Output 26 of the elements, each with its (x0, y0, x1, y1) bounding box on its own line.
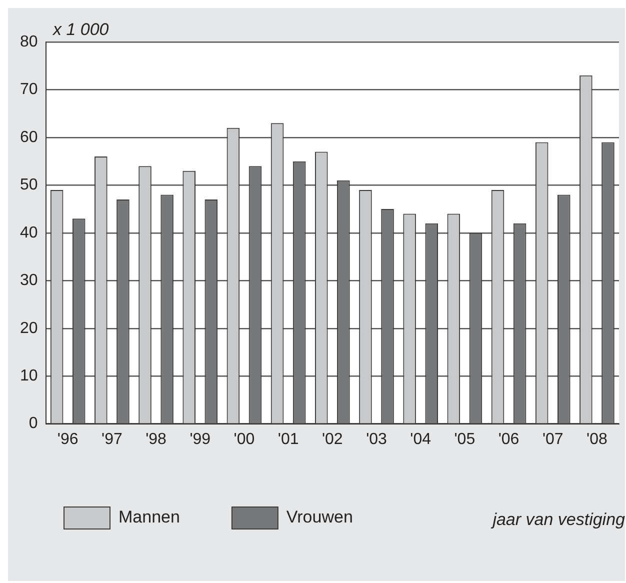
x-tick-label: '99 (190, 430, 211, 448)
y-tick-label: 10 (20, 367, 38, 384)
x-tick-label: '02 (322, 430, 343, 448)
y-tick-label: 80 (20, 33, 38, 50)
legend-label: Mannen (118, 508, 180, 527)
x-tick-label: '96 (57, 430, 78, 448)
x-tick-label: '07 (542, 430, 564, 448)
x-tick-label: '98 (146, 430, 167, 448)
x-tick-label: '06 (498, 430, 520, 448)
x-tick-label: '01 (278, 430, 299, 448)
x-tick-label: '03 (366, 430, 388, 448)
x-tick-label: '05 (454, 430, 476, 448)
y-tick-label: 20 (20, 320, 38, 337)
y-tick-label: 30 (20, 272, 38, 290)
legend-label: Vrouwen (286, 508, 353, 527)
x-tick-label: '08 (586, 430, 608, 448)
y-tick-label: 50 (20, 176, 38, 194)
x-tick-label: '00 (234, 430, 255, 448)
x-tick-label: '97 (102, 430, 122, 448)
y-tick-label: 0 (28, 415, 38, 432)
x-axis-title: jaar van vestiging (492, 510, 625, 530)
y-tick-label: 70 (20, 81, 38, 98)
y-tick-label: 40 (20, 224, 38, 242)
y-tick-label: 60 (20, 128, 38, 146)
y-axis-title: x 1 000 (53, 20, 109, 40)
x-tick-label: '04 (410, 430, 432, 448)
